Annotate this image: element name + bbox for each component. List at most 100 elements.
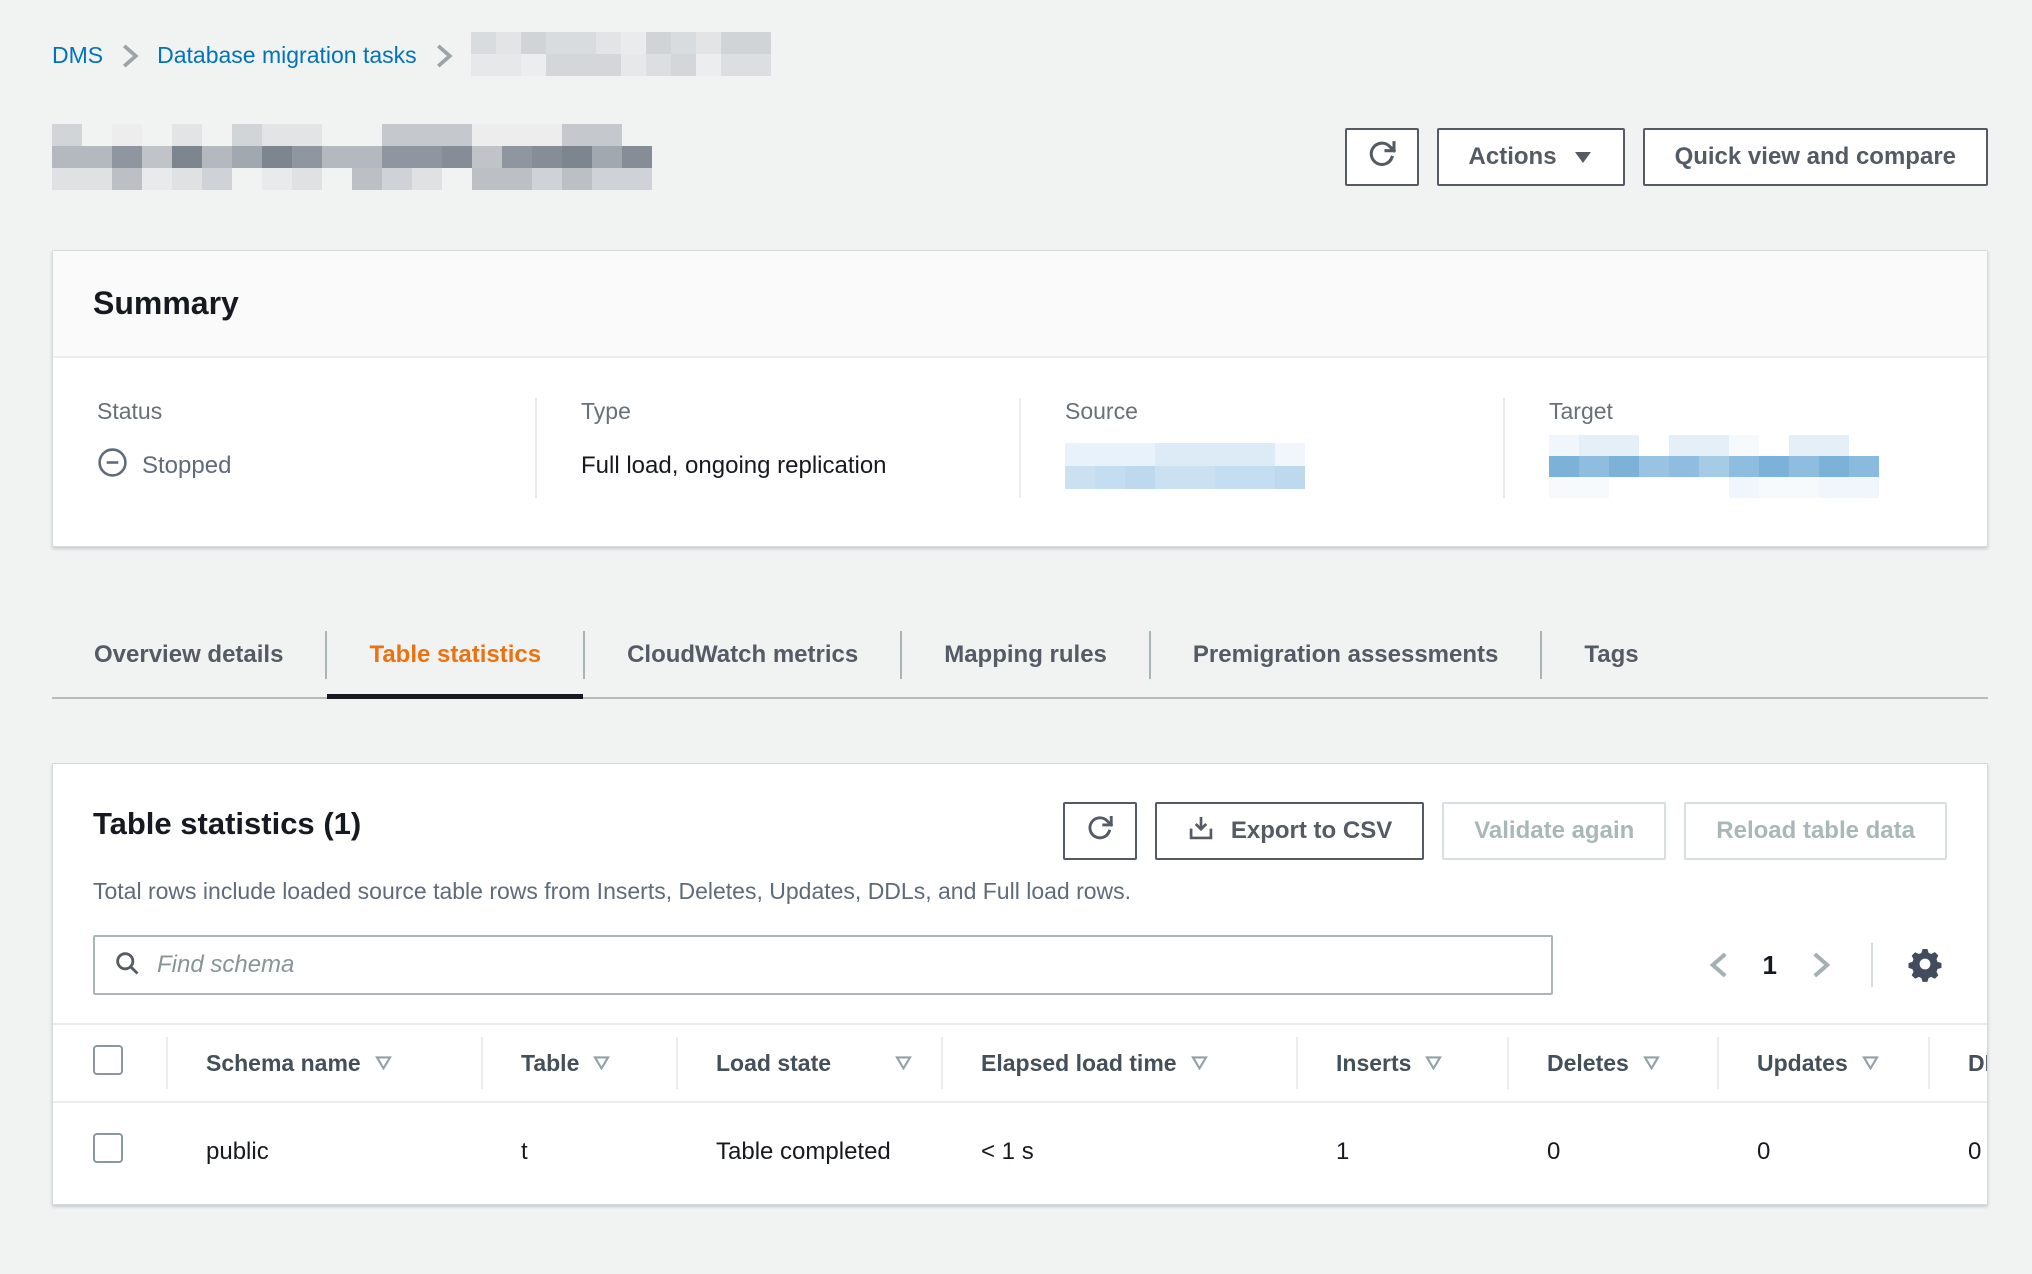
summary-type-col: Type Full load, ongoing replication: [535, 398, 1019, 498]
sort-icon[interactable]: [895, 1055, 912, 1070]
export-csv-label: Export to CSV: [1230, 817, 1393, 844]
summary-status-col: Status Stopped: [53, 398, 535, 498]
cell-load-state: Table completed: [716, 1137, 891, 1165]
breadcrumb-migration-tasks-link[interactable]: Database migration tasks: [157, 41, 417, 68]
status-value: Stopped: [97, 443, 491, 489]
breadcrumb-task-name-redacted: [470, 32, 771, 76]
quick-view-compare-label: Quick view and compare: [1674, 143, 1956, 170]
cell-inserts: 1: [1336, 1137, 1350, 1165]
column-header-inserts[interactable]: Inserts: [1296, 1025, 1507, 1102]
previous-page-button[interactable]: [1699, 945, 1739, 985]
source-endpoint-redacted[interactable]: [1065, 443, 1305, 489]
pagination-divider: [1871, 943, 1873, 987]
column-header-load-state[interactable]: Load state: [676, 1025, 941, 1102]
table-toolbar: 1: [53, 905, 1987, 1023]
table-statistics-buttons: Export to CSV Validate again Reload tabl…: [1062, 802, 1947, 860]
column-header-deletes[interactable]: Deletes: [1507, 1025, 1717, 1102]
column-header-updates[interactable]: Updates: [1717, 1025, 1928, 1102]
table-statistics-panel: Table statistics (1) Export to CSV Valid…: [52, 763, 1988, 1205]
cell-elapsed-load-time: < 1 s: [981, 1137, 1034, 1165]
column-header-ddls[interactable]: DDLs: [1928, 1025, 1987, 1102]
cell-table: t: [521, 1137, 528, 1165]
stopped-icon: [97, 447, 128, 485]
tab-premigration-assessments[interactable]: Premigration assessments: [1148, 631, 1540, 679]
validate-again-label: Validate again: [1474, 817, 1635, 844]
chevron-right-icon: [435, 43, 453, 69]
reload-table-data-label: Reload table data: [1716, 817, 1915, 844]
grid-header-row: Schema name Table Load state Elapsed loa…: [53, 1025, 1987, 1102]
task-detail-tabs: Overview details Table statistics CloudW…: [52, 631, 1988, 699]
page-title-redacted: [52, 124, 652, 190]
tab-mapping-rules[interactable]: Mapping rules: [900, 631, 1149, 679]
table-statistics-title: Table statistics (1): [93, 806, 362, 841]
summary-target-col: Target: [1503, 398, 1987, 498]
actions-button-label: Actions: [1468, 143, 1557, 170]
header-actions: Actions Quick view and compare: [1344, 128, 1988, 186]
type-value: Full load, ongoing replication: [581, 452, 887, 479]
tab-list: Overview details Table statistics CloudW…: [52, 631, 1988, 699]
tabs-baseline: [52, 697, 1988, 699]
tab-overview-details[interactable]: Overview details: [94, 641, 284, 668]
search-icon: [113, 949, 141, 982]
row-checkbox[interactable]: [93, 1133, 123, 1163]
table-statistics-count: (1): [323, 806, 362, 841]
cell-schema-name: public: [206, 1137, 269, 1165]
table-refresh-button[interactable]: [1062, 802, 1137, 860]
select-all-header-cell: [53, 1025, 166, 1102]
breadcrumb-dms-link[interactable]: DMS: [52, 41, 104, 68]
sort-icon[interactable]: [1642, 1055, 1660, 1070]
select-all-checkbox[interactable]: [93, 1045, 123, 1075]
summary-body: Status Stopped Type Full load, ongoing r…: [53, 358, 1987, 546]
cell-ddls: 0: [1968, 1137, 1982, 1165]
row-select-cell: [53, 1102, 166, 1204]
table-statistics-description: Total rows include loaded source table r…: [93, 878, 1132, 904]
pagination: 1: [1699, 942, 1947, 989]
tab-cloudwatch-metrics[interactable]: CloudWatch metrics: [583, 631, 900, 679]
tab-tags[interactable]: Tags: [1540, 631, 1680, 679]
sort-icon[interactable]: [593, 1055, 611, 1070]
source-label: Source: [1065, 398, 1138, 424]
refresh-icon: [1366, 138, 1398, 177]
summary-title-bar: Summary: [53, 251, 1987, 358]
table-statistics-header: Table statistics (1) Export to CSV Valid…: [53, 764, 1987, 860]
chevron-right-icon: [121, 43, 139, 69]
quick-view-compare-button[interactable]: Quick view and compare: [1642, 128, 1988, 186]
sort-icon[interactable]: [1861, 1055, 1879, 1070]
column-header-schema-name[interactable]: Schema name: [166, 1025, 481, 1102]
refresh-button[interactable]: [1344, 128, 1419, 186]
summary-panel: Summary Status Stopped Type Full load, o…: [52, 250, 1988, 547]
current-page-number[interactable]: 1: [1762, 949, 1777, 980]
page-header: Actions Quick view and compare: [52, 124, 1988, 190]
tab-table-statistics[interactable]: Table statistics: [325, 631, 583, 699]
schema-search-input[interactable]: [155, 950, 1533, 980]
download-icon: [1187, 814, 1215, 849]
cell-updates: 0: [1757, 1137, 1771, 1165]
cell-deletes: 0: [1547, 1137, 1561, 1165]
reload-table-data-button[interactable]: Reload table data: [1684, 802, 1947, 860]
preferences-gear-button[interactable]: [1903, 942, 1947, 989]
caret-down-icon: [1573, 143, 1593, 171]
column-header-elapsed-load-time[interactable]: Elapsed load time: [941, 1025, 1296, 1102]
sort-icon[interactable]: [1190, 1055, 1208, 1070]
status-label: Status: [97, 398, 163, 424]
actions-button[interactable]: Actions: [1436, 128, 1625, 186]
target-endpoint-redacted[interactable]: [1549, 435, 1879, 498]
target-label: Target: [1549, 398, 1613, 424]
refresh-icon: [1085, 813, 1115, 850]
summary-title: Summary: [93, 285, 239, 321]
type-label: Type: [581, 398, 631, 424]
gear-icon: [1907, 946, 1943, 985]
dms-task-page: DMS Database migration tasks Actions: [52, 32, 1988, 1205]
sort-icon[interactable]: [1425, 1055, 1443, 1070]
sort-icon[interactable]: [374, 1055, 392, 1070]
status-text: Stopped: [142, 452, 232, 479]
validate-again-button[interactable]: Validate again: [1442, 802, 1667, 860]
table-statistics-grid: Schema name Table Load state Elapsed loa…: [53, 1023, 1987, 1204]
next-page-button[interactable]: [1801, 945, 1841, 985]
table-row: public t Table completed < 1 s 1 0 0 0: [53, 1102, 1987, 1204]
export-csv-button[interactable]: Export to CSV: [1154, 802, 1425, 860]
breadcrumb: DMS Database migration tasks: [52, 32, 1988, 78]
summary-source-col: Source: [1019, 398, 1503, 498]
schema-search: [93, 935, 1553, 995]
column-header-table[interactable]: Table: [481, 1025, 676, 1102]
